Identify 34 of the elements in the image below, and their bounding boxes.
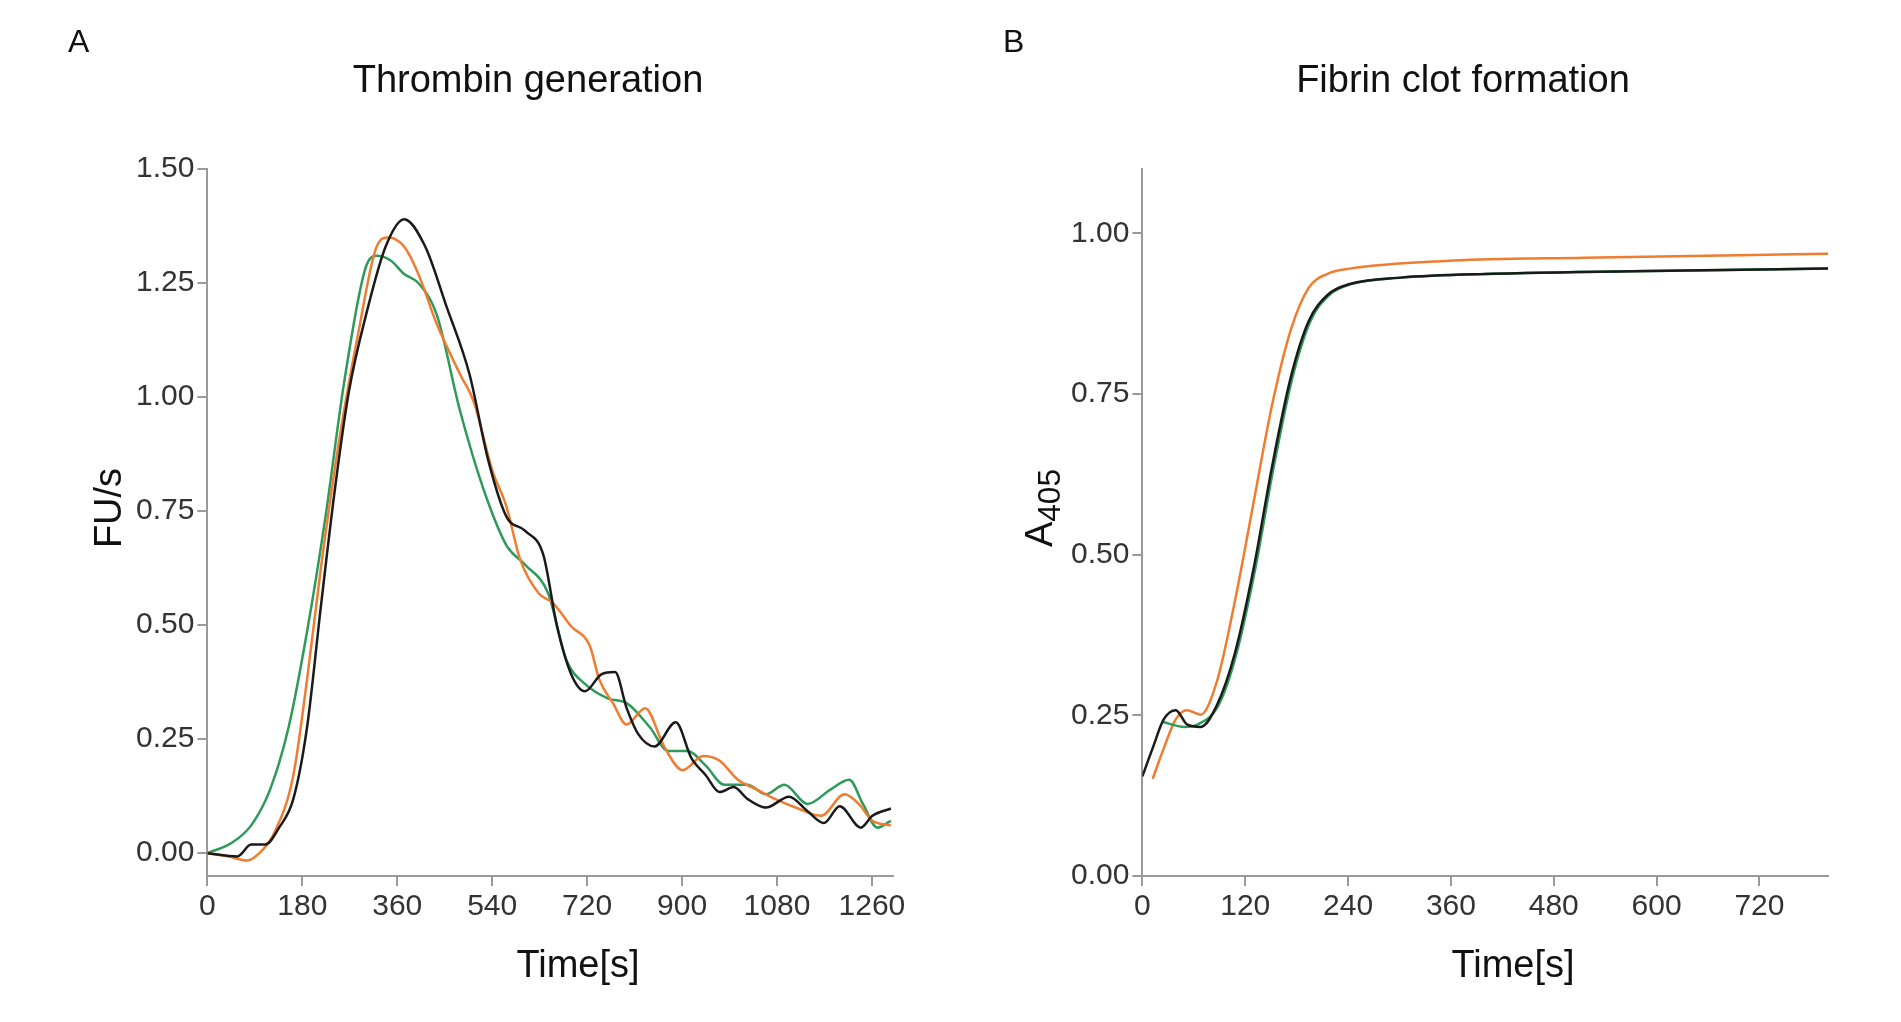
y-tick-label: 1.50 [136, 150, 195, 184]
x-tick-label: 900 [657, 888, 708, 922]
x-tick-label: 0 [199, 888, 216, 922]
y-tick-label: 0.00 [136, 834, 195, 868]
x-tick-label: 720 [1734, 888, 1785, 922]
y-tick-label: 1.00 [1071, 214, 1130, 248]
x-axis-title: Time[s] [1450, 943, 1576, 986]
y-tick-label: 0.50 [1071, 535, 1130, 569]
x-tick-label: 1080 [743, 888, 811, 922]
x-tick-label: 720 [562, 888, 613, 922]
x-tick-label: 540 [467, 888, 518, 922]
text: A [68, 23, 90, 60]
x-tick-label: 480 [1528, 888, 1579, 922]
y-tick-label: 0.75 [1071, 375, 1130, 409]
y-axis-title: FU/s [86, 467, 130, 549]
chart-title: Thrombin generation [351, 58, 705, 101]
y-tick-label: 0.25 [1071, 696, 1130, 730]
x-tick-label: 180 [277, 888, 328, 922]
text: B [1003, 23, 1025, 60]
chart-title: Fibrin clot formation [1295, 58, 1631, 101]
y-tick-label: 0.75 [136, 492, 195, 526]
x-tick-label: 120 [1220, 888, 1271, 922]
y-tick-label: 0.25 [136, 720, 195, 754]
x-tick-label: 240 [1323, 888, 1374, 922]
x-tick-label: 600 [1631, 888, 1682, 922]
y-tick-label: 1.00 [136, 378, 195, 412]
y-tick-label: 0.00 [1071, 857, 1130, 891]
y-tick-label: 0.50 [136, 606, 195, 640]
y-tick-label: 1.25 [136, 264, 195, 298]
x-tick-label: 360 [1425, 888, 1476, 922]
x-axis-title: Time[s] [515, 943, 641, 986]
x-tick-label: 1260 [838, 888, 906, 922]
x-tick-label: 0 [1134, 888, 1151, 922]
x-tick-label: 360 [372, 888, 423, 922]
